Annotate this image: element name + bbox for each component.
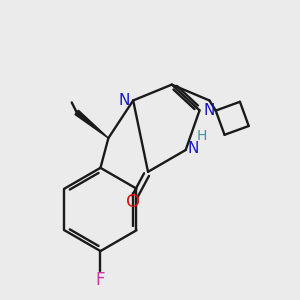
Polygon shape bbox=[75, 110, 108, 138]
Text: H: H bbox=[196, 129, 207, 143]
Text: F: F bbox=[96, 271, 105, 289]
Text: N: N bbox=[188, 140, 199, 155]
Text: N: N bbox=[118, 93, 130, 108]
Text: O: O bbox=[126, 193, 140, 211]
Text: N: N bbox=[204, 103, 215, 118]
